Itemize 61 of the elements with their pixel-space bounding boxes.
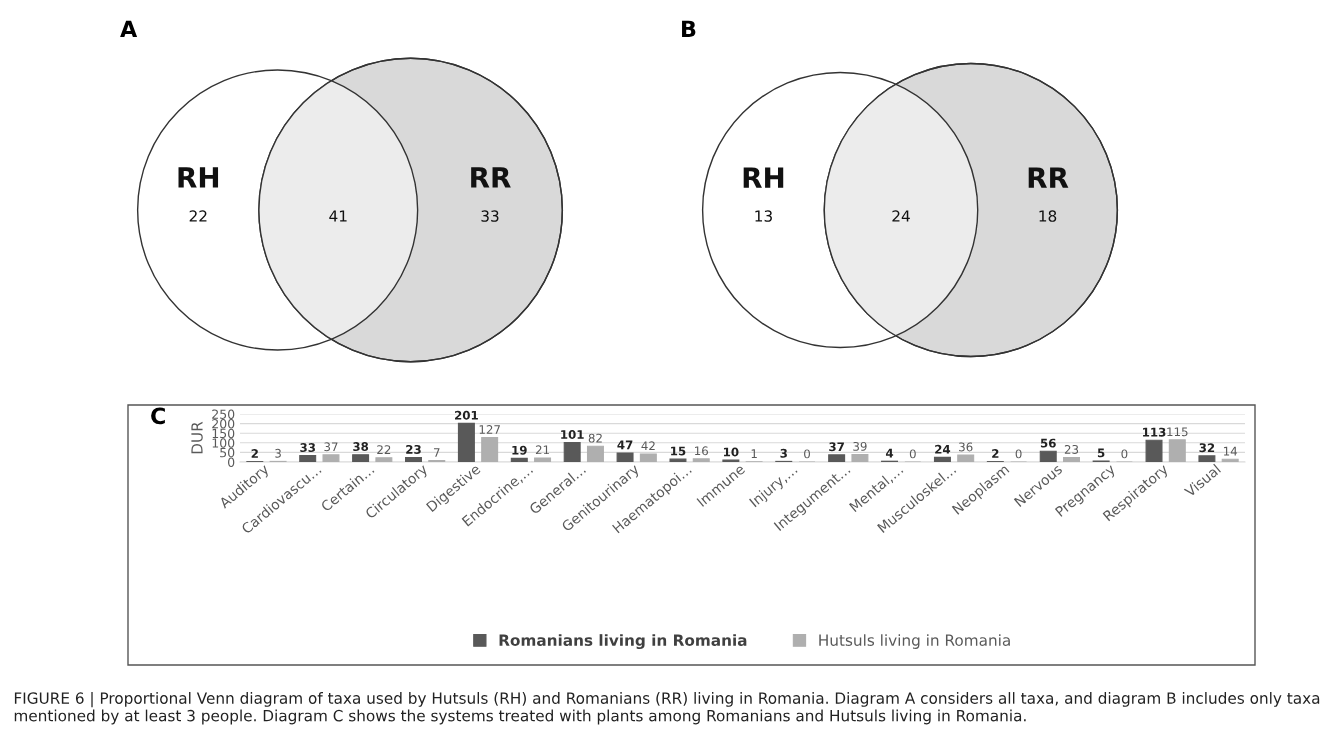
data-label: 19 (512, 445, 527, 455)
data-label: 3 (275, 448, 281, 458)
data-label: 201 (455, 410, 478, 420)
data-label: 10 (723, 447, 739, 457)
data-label: 18 (1039, 210, 1057, 222)
data-label: 21 (535, 445, 549, 455)
y-tick-label: 50 (220, 447, 235, 458)
y-axis-title: DUR (191, 421, 203, 454)
data-label: 56 (1040, 438, 1056, 448)
data-label: 7 (433, 448, 440, 457)
data-label: 41 (329, 210, 347, 222)
data-label: 47 (617, 440, 633, 450)
data-label: 24 (935, 444, 951, 454)
data-label: 23 (1064, 444, 1079, 454)
data-label: 22 (189, 210, 207, 222)
data-label: 24 (892, 210, 910, 222)
data-label: 1 (751, 449, 757, 458)
legend-label: Hutsuls living in Romania (819, 634, 1010, 649)
data-label: 101 (561, 430, 584, 439)
data-label: 33 (481, 210, 499, 222)
data-label: 2 (992, 449, 999, 458)
data-label: 42 (641, 441, 655, 451)
y-tick-label: 200 (212, 419, 235, 429)
data-label: 15 (671, 446, 686, 456)
legend-label: Romanians living in Romania (499, 634, 747, 650)
data-label: 3 (780, 448, 787, 458)
data-label: 113 (1143, 427, 1166, 437)
data-label: 4 (885, 448, 894, 458)
data-label: 23 (406, 444, 421, 454)
data-label: 0 (804, 449, 810, 459)
data-label: 16 (695, 446, 709, 456)
y-tick-label: 0 (228, 457, 235, 467)
category-label: RH (178, 167, 219, 188)
data-label: 38 (353, 442, 369, 452)
category-label: RH (743, 167, 784, 188)
data-label: 13 (755, 210, 772, 222)
data-label: 36 (959, 442, 973, 452)
data-label: 0 (1121, 449, 1128, 459)
data-label: 39 (853, 441, 867, 451)
data-label: 22 (377, 445, 391, 454)
data-label: 115 (1167, 427, 1188, 437)
y-tick-label: 100 (212, 438, 235, 448)
data-label: 32 (1199, 443, 1215, 453)
y-tick-label: 250 (212, 409, 235, 419)
data-label: 14 (1223, 446, 1238, 456)
caption: FIGURE 6 | Proportional Venn diagram of taxa used by Hutsuls (RH) and Romanians (RR) living in Romania. Diagram A considers all taxa, and diagram B includes only taxa mentioned by at least 3 people. Diagram C shows the systems treated with plants among Romanians and Hutsuls living in Romania. (14, 692, 1320, 725)
text: B (682, 20, 696, 37)
text: A (120, 20, 138, 37)
data-label: 82 (588, 433, 602, 443)
data-label: 5 (1097, 448, 1105, 458)
data-label: 127 (479, 425, 500, 434)
data-label: 37 (324, 442, 338, 452)
data-label: 0 (1015, 449, 1022, 459)
data-label: 0 (909, 449, 916, 459)
chart-title: C (151, 407, 165, 425)
category-label: RR (1028, 167, 1069, 188)
data-label: 33 (300, 443, 315, 452)
category-label: RR (471, 167, 511, 188)
data-label: 2 (251, 449, 258, 458)
data-label: 37 (829, 442, 844, 452)
y-tick-label: 150 (212, 428, 235, 439)
